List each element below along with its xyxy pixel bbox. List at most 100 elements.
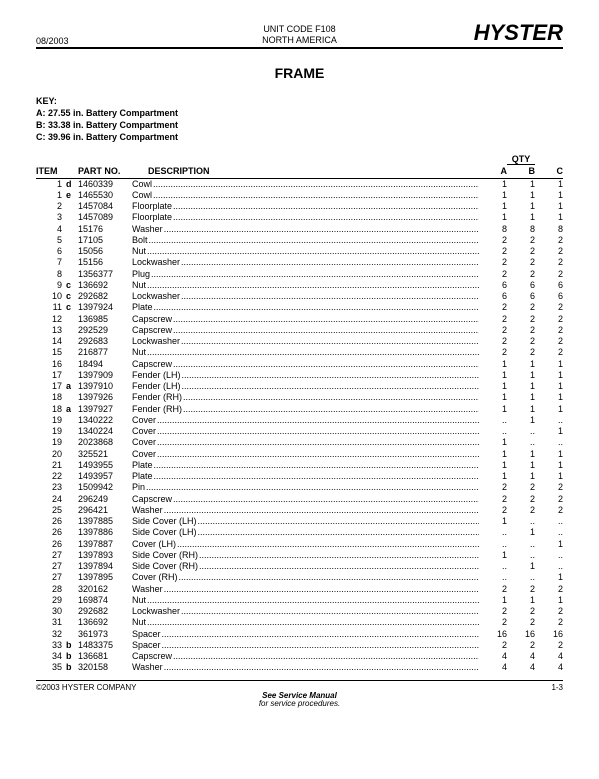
cell-item: 19 <box>36 437 66 448</box>
cell-qty-c: 16 <box>535 629 563 640</box>
footer-center: See Service Manual for service procedure… <box>259 692 340 710</box>
cell-item: 18 <box>36 392 66 403</box>
cell-qty-c: 1 <box>535 460 563 471</box>
col-description: DESCRIPTION <box>148 166 479 176</box>
page-footer: ©2003 HYSTER COMPANY 1-3 See Service Man… <box>36 680 563 703</box>
cell-desc: Cover (RH) <box>132 572 479 583</box>
table-row: 11c1397924Plate222 <box>36 302 563 313</box>
cell-qty-b: 2 <box>507 494 535 505</box>
cell-item: 10 <box>36 291 66 302</box>
cell-qty-c: .. <box>535 550 563 561</box>
cell-qty-c: 1 <box>535 449 563 460</box>
cell-part: 169874 <box>78 595 132 606</box>
cell-tag <box>66 370 78 381</box>
cell-qty-c: 2 <box>535 617 563 628</box>
cell-tag <box>66 224 78 235</box>
cell-qty-c: 2 <box>535 257 563 268</box>
cell-tag <box>66 212 78 223</box>
cell-desc: Lockwasher <box>132 257 479 268</box>
page-header: 08/2003 UNIT CODE F108 NORTH AMERICA HYS… <box>36 18 563 49</box>
cell-qty-b: 2 <box>507 347 535 358</box>
cell-desc: Plate <box>132 460 479 471</box>
cell-qty-c: 2 <box>535 347 563 358</box>
qty-header-group: QTY A B C <box>479 154 563 176</box>
table-row: 1618494Capscrew111 <box>36 359 563 370</box>
cell-tag: b <box>66 640 78 651</box>
cell-tag <box>66 595 78 606</box>
cell-qty-c: .. <box>535 527 563 538</box>
cell-qty-a: 2 <box>479 347 507 358</box>
cell-desc: Fender (RH) <box>132 404 479 415</box>
cell-part: 15056 <box>78 246 132 257</box>
cell-item: 5 <box>36 235 66 246</box>
cell-qty-a: 1 <box>479 370 507 381</box>
cell-qty-b: 2 <box>507 505 535 516</box>
cell-qty-c: .. <box>535 415 563 426</box>
table-row: 517105Bolt222 <box>36 235 563 246</box>
cell-qty-c: 1 <box>535 179 563 190</box>
cell-item: 17 <box>36 381 66 392</box>
cell-item: 34 <box>36 651 66 662</box>
table-row: 18a1397927Fender (RH)111 <box>36 404 563 415</box>
cell-desc: Capscrew <box>132 314 479 325</box>
cell-qty-b: 16 <box>507 629 535 640</box>
cell-qty-b: 2 <box>507 325 535 336</box>
cell-item: 29 <box>36 595 66 606</box>
cell-tag <box>66 246 78 257</box>
cell-qty-a: 2 <box>479 584 507 595</box>
cell-qty-c: 1 <box>535 359 563 370</box>
cell-desc: Lockwasher <box>132 606 479 617</box>
cell-item: 11 <box>36 302 66 313</box>
cell-qty-a: 2 <box>479 235 507 246</box>
header-region: NORTH AMERICA <box>262 35 337 46</box>
cell-qty-c: 2 <box>535 494 563 505</box>
cell-part: 1397909 <box>78 370 132 381</box>
cell-qty-c: 8 <box>535 224 563 235</box>
cell-part: 1397894 <box>78 561 132 572</box>
cell-item: 16 <box>36 359 66 370</box>
cell-tag: a <box>66 381 78 392</box>
cell-part: 1457084 <box>78 201 132 212</box>
cell-qty-c: 1 <box>535 392 563 403</box>
cell-qty-c: 1 <box>535 190 563 201</box>
cell-qty-b: 2 <box>507 302 535 313</box>
cell-tag: a <box>66 404 78 415</box>
cell-item: 3 <box>36 212 66 223</box>
cell-qty-a: 2 <box>479 257 507 268</box>
cell-part: 1397886 <box>78 527 132 538</box>
cell-qty-b: 1 <box>507 527 535 538</box>
cell-desc: Capscrew <box>132 494 479 505</box>
cell-qty-b: 6 <box>507 291 535 302</box>
cell-desc: Pin <box>132 482 479 493</box>
cell-qty-a: 16 <box>479 629 507 640</box>
cell-part: 1340222 <box>78 415 132 426</box>
cell-tag <box>66 415 78 426</box>
cell-part: 2023868 <box>78 437 132 448</box>
cell-qty-b: 1 <box>507 359 535 370</box>
cell-qty-b: 8 <box>507 224 535 235</box>
cell-item: 12 <box>36 314 66 325</box>
cell-desc: Side Cover (RH) <box>132 550 479 561</box>
table-row: 221493957Plate111 <box>36 471 563 482</box>
cell-desc: Spacer <box>132 640 479 651</box>
cell-tag <box>66 201 78 212</box>
cell-item: 28 <box>36 584 66 595</box>
cell-part: 136681 <box>78 651 132 662</box>
cell-qty-b: .. <box>507 539 535 550</box>
table-row: 25296421Washer222 <box>36 505 563 516</box>
key-line-a: A: 27.55 in. Battery Compartment <box>36 107 563 119</box>
cell-desc: Plug <box>132 269 479 280</box>
cell-qty-c: 2 <box>535 246 563 257</box>
footer-service-2: for service procedures. <box>259 700 340 709</box>
cell-qty-a: 2 <box>479 246 507 257</box>
cell-qty-b: 1 <box>507 179 535 190</box>
table-row: 34b136681Capscrew444 <box>36 651 563 662</box>
cell-desc: Floorplate <box>132 201 479 212</box>
cell-item: 26 <box>36 527 66 538</box>
cell-qty-c: 4 <box>535 662 563 673</box>
table-row: 191340222Cover..1.. <box>36 415 563 426</box>
table-row: 415176Washer888 <box>36 224 563 235</box>
cell-qty-a: 1 <box>479 201 507 212</box>
cell-tag <box>66 494 78 505</box>
cell-qty-c: 1 <box>535 212 563 223</box>
